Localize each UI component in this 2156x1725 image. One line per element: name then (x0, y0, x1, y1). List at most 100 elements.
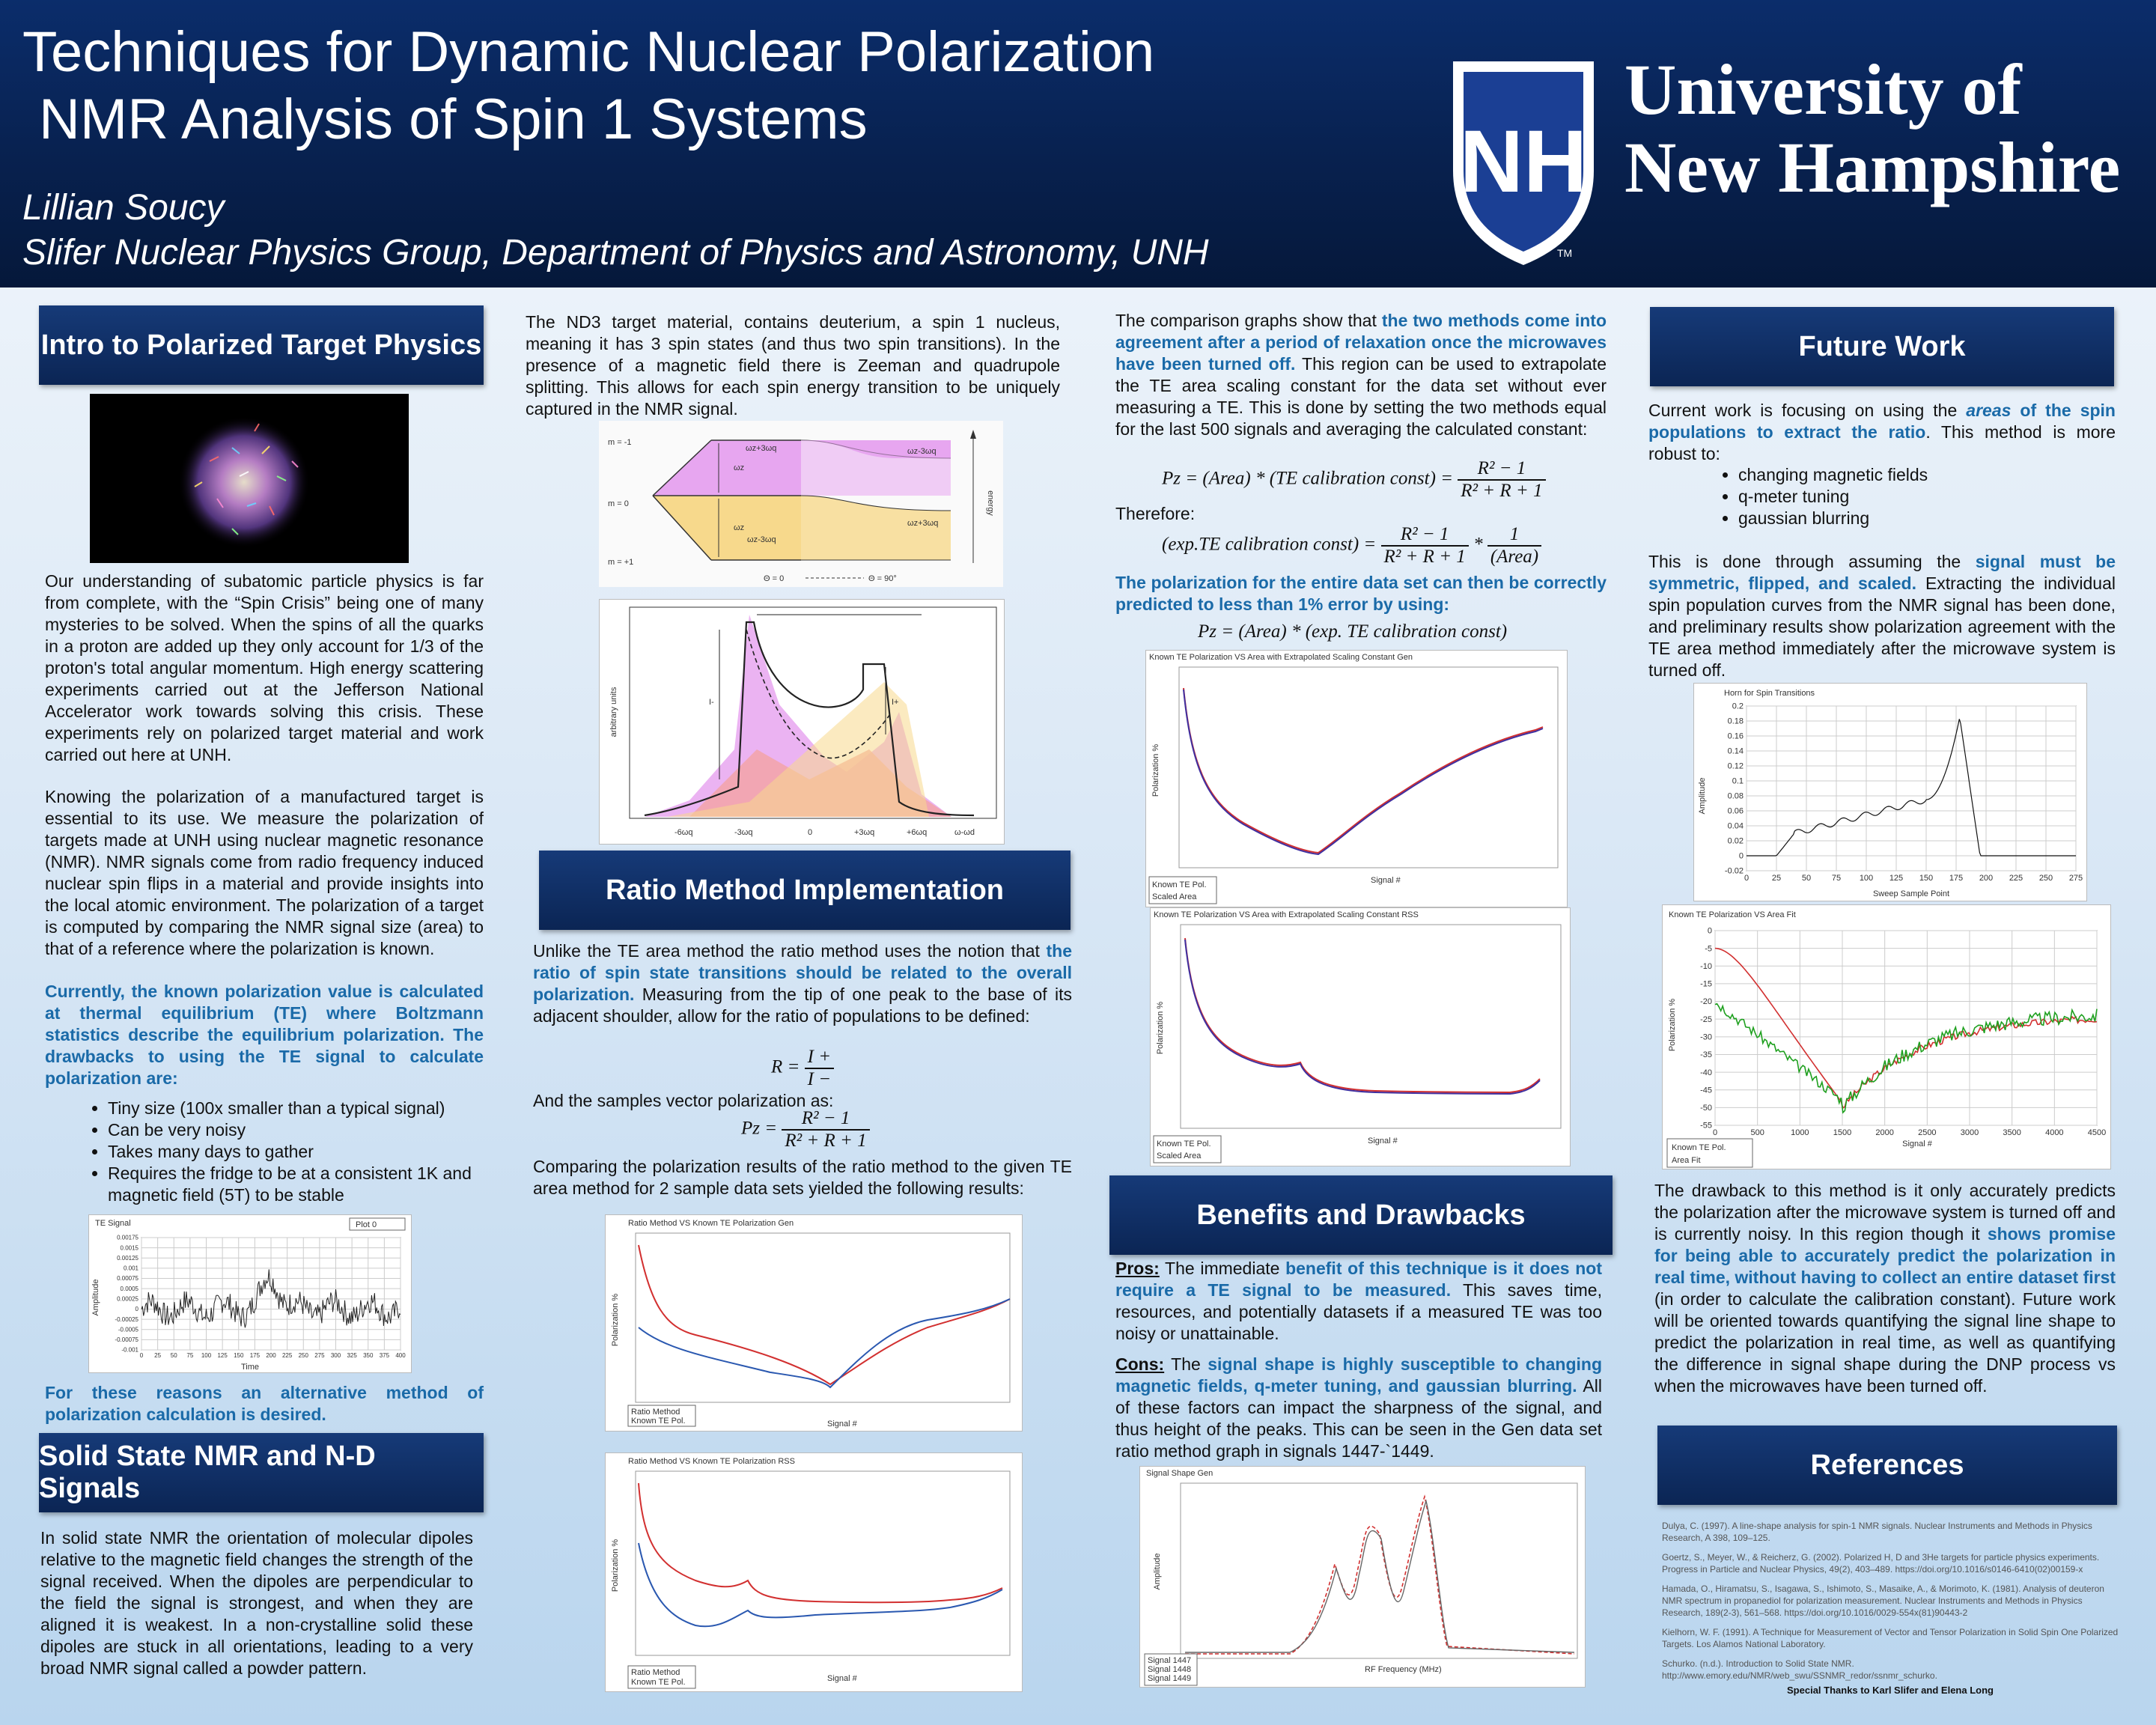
reference-item: Dulya, C. (1997). A line-shape analysis … (1662, 1521, 2092, 1543)
y-tick-label: -20 (1700, 997, 1712, 1006)
future-paragraph-3: The drawback to this method is it only a… (1654, 1181, 2116, 1396)
theta-zero: Θ = 0 (764, 574, 784, 583)
university-line-1: University of (1624, 49, 2022, 130)
plot-area (1746, 705, 2077, 871)
x-tick-label: 150 (1919, 874, 1933, 883)
te-chart-title: TE Signal (95, 1219, 131, 1228)
x-tick-label: 175 (1949, 874, 1963, 883)
x-tick-label: 1000 (1791, 1128, 1809, 1137)
x-tick-label: 25 (154, 1352, 161, 1359)
area-chart-gen: Known TE Polarization VS Area with Extra… (1145, 650, 1568, 907)
y-tick-label: 0.08 (1728, 792, 1744, 801)
y-tick-label: 0.18 (1728, 717, 1744, 726)
powder-ylabel: arbitrary units (609, 687, 618, 737)
chart-xlabel: Signal # (1368, 1137, 1398, 1146)
comparison-conclusion: The polarization for the entire data set… (1115, 573, 1607, 614)
poster-header: Techniques for Dynamic Nuclear Polarizat… (0, 0, 2156, 288)
y-tick-label: 0.04 (1728, 822, 1744, 831)
y-tick-label: 0.12 (1728, 762, 1744, 771)
chart-xlabel: Signal # (827, 1674, 858, 1683)
y-tick-label: -50 (1700, 1104, 1712, 1113)
powder-tick: ω-ωd (954, 828, 975, 837)
x-tick-label: 3500 (2003, 1128, 2021, 1137)
y-tick-label: 0.00075 (117, 1275, 138, 1282)
area-chart-rss: Known TE Polarization VS Area with Extra… (1150, 907, 1571, 1166)
y-tick-label: -0.02 (1725, 867, 1744, 876)
x-tick-label: 200 (266, 1352, 276, 1359)
intro-drawbacks-list: Tiny size (100x smaller than a typical s… (78, 1098, 521, 1206)
pros-paragraph: Pros: The immediate benefit of this tech… (1115, 1259, 1602, 1343)
x-tick-label: 500 (1750, 1128, 1764, 1137)
x-tick-label: 175 (250, 1352, 261, 1359)
y-tick-label: -0.00075 (115, 1336, 138, 1343)
reference-item: Kielhorn, W. F. (1991). A Technique for … (1662, 1627, 2119, 1649)
polarization-equation: Pz = R² − 1 R² + R + 1 (741, 1108, 870, 1151)
x-tick-label: 75 (1832, 874, 1841, 883)
solid-state-heading: Solid State NMR and N-D Signals (39, 1433, 484, 1512)
ratio-paragraph-2: And the samples vector polarization as: (533, 1091, 834, 1110)
x-tick-label: 350 (363, 1352, 374, 1359)
legend-known: Known TE Pol. (631, 1417, 686, 1426)
y-tick-label: 0.0005 (121, 1286, 139, 1292)
te-chart-legend: Plot 0 (356, 1220, 377, 1229)
intro-drawbacks-highlight: Currently, the known polarization value … (45, 982, 484, 1088)
y-tick-label: 0.00025 (117, 1295, 138, 1302)
calibration-equation-2: (exp.TE calibration const) = R² − 1 R² + … (1162, 524, 1542, 568)
x-tick-label: 0 (1713, 1128, 1717, 1137)
y-tick-label: 0.001 (124, 1265, 139, 1272)
list-item: Requires the fridge to be at a consisten… (108, 1163, 521, 1206)
powder-pattern-diagram: I- I+ arbitrary units -6ωq -3ωq 0 +3ωq +… (599, 599, 1005, 845)
level-label-m-0: m = 0 (608, 499, 629, 508)
horn-chart-ylabel: Amplitude (1698, 778, 1707, 815)
x-tick-label: 2500 (1918, 1128, 1936, 1137)
chart-xlabel: Signal # (1371, 876, 1401, 885)
x-tick-label: 200 (1979, 874, 1993, 883)
legend-scaled: Scaled Area (1157, 1151, 1202, 1160)
y-tick-label: -30 (1700, 1032, 1712, 1041)
x-tick-label: 0 (1744, 874, 1749, 883)
list-item: gaussian blurring (1738, 508, 2113, 529)
x-tick-label: 25 (1772, 874, 1781, 883)
x-tick-label: 125 (1889, 874, 1903, 883)
special-thanks: Special Thanks to Karl Slifer and Elena … (1787, 1685, 1994, 1696)
x-tick-label: 4000 (2045, 1128, 2063, 1137)
unh-shield-logo: NH (1453, 61, 1594, 265)
x-tick-label: 150 (234, 1352, 244, 1359)
level-label-m-plus-1: m = +1 (608, 558, 633, 567)
y-tick-label: 0 (1739, 852, 1744, 861)
benefits-heading: Benefits and Drawbacks (1109, 1175, 1613, 1255)
horn-chart-title: Horn for Spin Transitions (1724, 689, 1815, 698)
reference-item: Goertz, S., Meyer, W., & Reicherz, G. (2… (1662, 1552, 2100, 1575)
intro-heading: Intro to Polarized Target Physics (39, 305, 484, 385)
chart-xlabel: RF Frequency (MHz) (1365, 1665, 1442, 1674)
author-name: Lillian Soucy (22, 188, 225, 228)
area-fit-title: Known TE Polarization VS Area Fit (1669, 910, 1796, 919)
horn-chart: Horn for Spin Transitions 0 25 50 75 100 125 1… (1693, 683, 2087, 901)
te-chart-series (141, 1269, 401, 1328)
y-tick-label: -10 (1700, 962, 1712, 971)
theta-ninety: Θ = 90° (868, 574, 897, 583)
y-tick-label: -25 (1700, 1015, 1712, 1024)
legend-known: Known TE Pol. (1157, 1140, 1211, 1149)
nd3-paragraph: The ND3 target material, contains deuter… (526, 312, 1060, 419)
x-tick-label: 100 (1860, 874, 1873, 883)
x-tick-label: 1500 (1833, 1128, 1851, 1137)
x-tick-label: 50 (171, 1352, 177, 1359)
legend-ratio: Ratio Method (631, 1408, 680, 1417)
powder-tick: -3ωq (734, 828, 753, 837)
horn-chart-series (1747, 719, 2076, 857)
ratio-chart-gen: Ratio Method VS Known TE Polarization Ge… (605, 1214, 1023, 1432)
y-tick-label: 0.06 (1728, 807, 1744, 816)
x-tick-label: 0 (140, 1352, 144, 1359)
chart-title: Known TE Polarization VS Area with Extra… (1149, 653, 1413, 662)
chart-ylabel: Polarization % (1156, 1002, 1165, 1055)
x-tick-label: 2000 (1875, 1128, 1893, 1137)
powder-tick: -6ωq (674, 828, 693, 837)
spin-sphere-image (90, 394, 409, 563)
list-item: Takes many days to gather (108, 1141, 521, 1163)
chart-ylabel: Polarization % (1151, 744, 1160, 797)
x-tick-label: 50 (1802, 874, 1811, 883)
omega-minus-right: ωz-3ωq (907, 447, 937, 456)
y-tick-label: -45 (1700, 1086, 1712, 1095)
omega-minus-left: ωz-3ωq (747, 535, 776, 544)
